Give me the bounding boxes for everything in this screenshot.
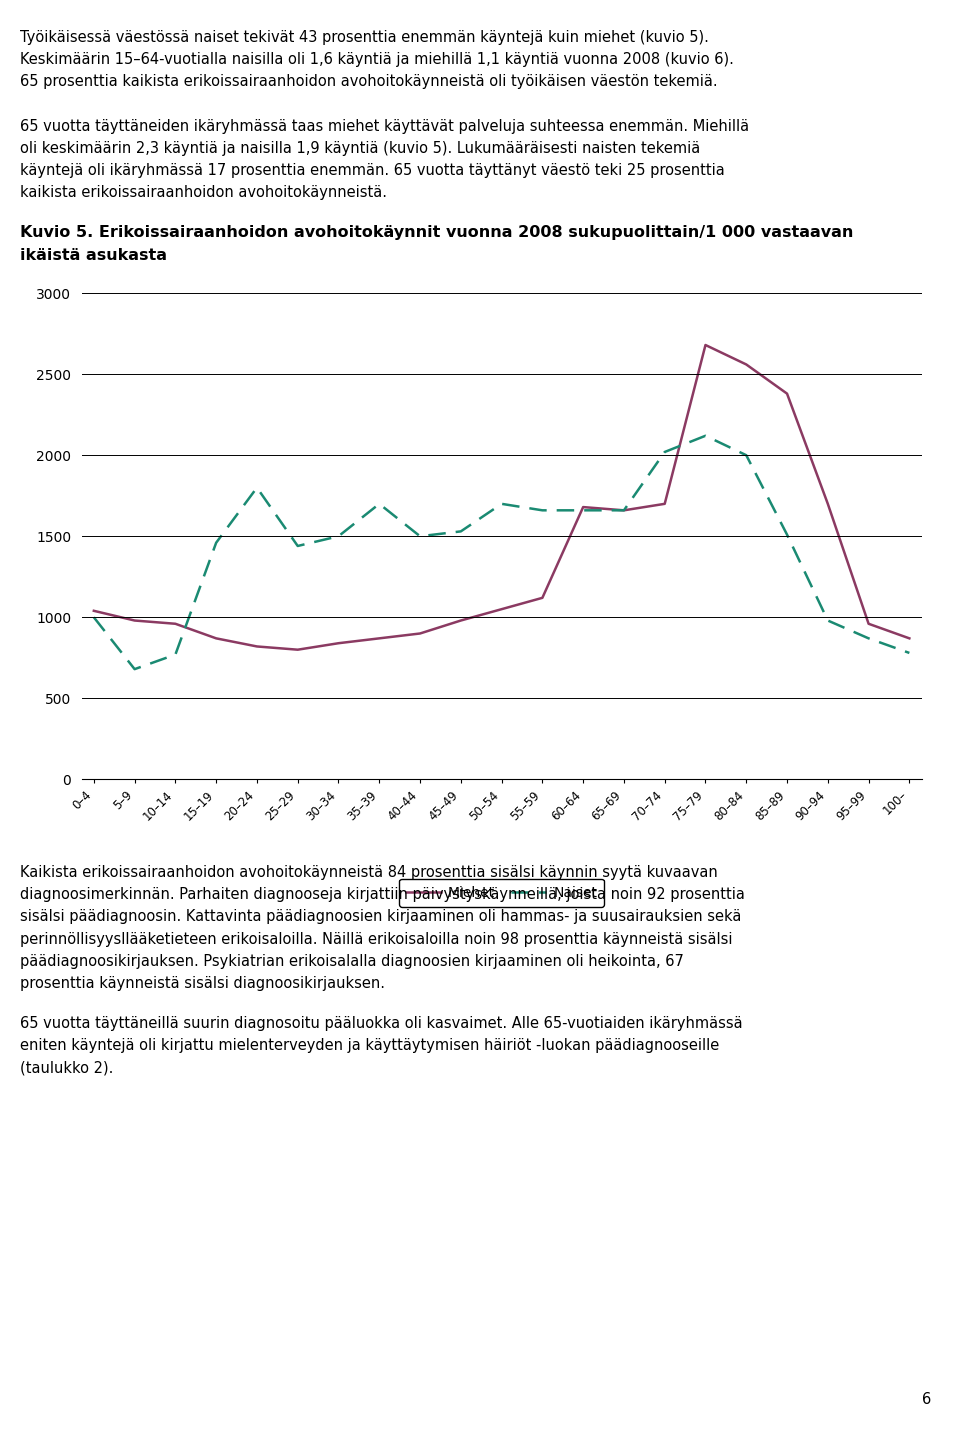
Text: 65 vuotta täyttäneillä suurin diagnosoitu pääluokka oli kasvaimet. Alle 65-vuoti: 65 vuotta täyttäneillä suurin diagnosoit… [20,1015,743,1031]
Text: 65 prosenttia kaikista erikoissairaanhoidon avohoitokäynneistä oli työikäisen vä: 65 prosenttia kaikista erikoissairaanhoi… [20,74,718,89]
Text: 6: 6 [922,1393,931,1407]
Text: oli keskimäärin 2,3 käyntiä ja naisilla 1,9 käyntiä (kuvio 5). Lukumääräisesti n: oli keskimäärin 2,3 käyntiä ja naisilla … [20,142,701,156]
Text: päädiagnoosikirjauksen. Psykiatrian erikoisalalla diagnoosien kirjaaminen oli he: päädiagnoosikirjauksen. Psykiatrian erik… [20,954,684,968]
Text: sisälsi päädiagnoosin. Kattavinta päädiagnoosien kirjaaminen oli hammas- ja suus: sisälsi päädiagnoosin. Kattavinta päädia… [20,909,741,924]
Text: perinnöllisyysllääketieteen erikoisaloilla. Näillä erikoisaloilla noin 98 prosen: perinnöllisyysllääketieteen erikoisaloil… [20,932,732,947]
Text: Keskimäärin 15–64-vuotialla naisilla oli 1,6 käyntiä ja miehillä 1,1 käyntiä vuo: Keskimäärin 15–64-vuotialla naisilla oli… [20,51,734,67]
Text: 65 vuotta täyttäneiden ikäryhmässä taas miehet käyttävät palveluja suhteessa ene: 65 vuotta täyttäneiden ikäryhmässä taas … [20,119,750,133]
Text: eniten käyntejä oli kirjattu mielenterveyden ja käyttäytymisen häiriöt -luokan p: eniten käyntejä oli kirjattu mielenterve… [20,1038,719,1052]
Text: (taulukko 2).: (taulukko 2). [20,1060,113,1075]
Text: diagnoosimerkinnän. Parhaiten diagnooseja kirjattiin päivystyskäynneillä, joista: diagnoosimerkinnän. Parhaiten diagnoosej… [20,887,745,902]
Legend: Miehet, Naiset: Miehet, Naiset [399,878,604,907]
Text: Kuvio 5. Erikoissairaanhoidon avohoitokäynnit vuonna 2008 sukupuolittain/1 000 v: Kuvio 5. Erikoissairaanhoidon avohoitokä… [20,225,853,239]
Text: ikäistä asukasta: ikäistä asukasta [20,247,167,263]
Text: prosenttia käynneistä sisälsi diagnoosikirjauksen.: prosenttia käynneistä sisälsi diagnoosik… [20,975,385,991]
Text: kaikista erikoissairaanhoidon avohoitokäynneistä.: kaikista erikoissairaanhoidon avohoitokä… [20,186,387,200]
Text: Työikäisessä väestössä naiset tekivät 43 prosenttia enemmän käyntejä kuin miehet: Työikäisessä väestössä naiset tekivät 43… [20,30,709,44]
Text: käyntejä oli ikäryhmässä 17 prosenttia enemmän. 65 vuotta täyttänyt väestö teki : käyntejä oli ikäryhmässä 17 prosenttia e… [20,163,725,177]
Text: Kaikista erikoissairaanhoidon avohoitokäynneistä 84 prosenttia sisälsi käynnin s: Kaikista erikoissairaanhoidon avohoitokä… [20,865,718,879]
